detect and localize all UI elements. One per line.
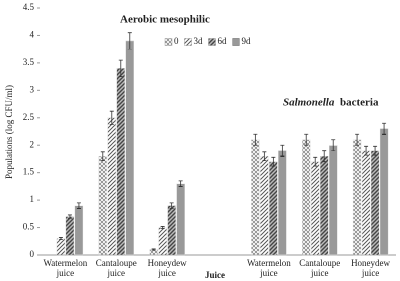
error-bar (118, 59, 123, 78)
bar (74, 205, 84, 256)
y-tick-label: 3 (30, 84, 35, 94)
bar (361, 150, 371, 256)
x-tick-label-box: Cantaloupe juice (95, 258, 137, 278)
bar (107, 117, 116, 256)
bar (329, 145, 338, 256)
x-tick-label-box: Cantaloupe juice (299, 258, 341, 278)
x-tick-label-box: Watermelon juice (246, 258, 291, 278)
bar (125, 40, 134, 256)
error-bar (178, 180, 183, 187)
y-tick-label: 3.5 (23, 57, 35, 67)
error-bar (100, 151, 105, 161)
x-tick-label: Watermelon juice (246, 258, 291, 278)
error-bar (67, 214, 72, 219)
error-bar (304, 133, 309, 146)
x-tick-label-box: Honeydew juice (147, 258, 187, 278)
bar (65, 216, 75, 256)
error-bar (169, 202, 174, 209)
x-tick-label-box: Honeydew juice (351, 258, 391, 278)
error-bar (382, 122, 387, 135)
annotation: Salmonella (283, 97, 335, 109)
bar (302, 139, 311, 256)
error-bar (355, 133, 360, 146)
error-bar (109, 110, 114, 125)
error-bar (58, 237, 63, 241)
error-bar (271, 156, 276, 167)
legend-swatch (232, 38, 240, 46)
bar (269, 161, 278, 256)
legend-label: 9d (242, 36, 252, 46)
y-tick-label: 0 (30, 249, 35, 259)
bar (352, 139, 362, 256)
x-tick-label: Honeydew juice (351, 258, 391, 278)
error-bar (313, 156, 318, 167)
y-axis-label: Populations (log CFU/ml) (4, 85, 14, 179)
x-axis-label: Juice (205, 270, 225, 280)
bar (176, 183, 185, 256)
error-bar (127, 32, 132, 50)
error-bar (331, 139, 336, 152)
annotation: bacteria (340, 97, 379, 109)
bar (167, 205, 176, 256)
y-tick-label: 2 (30, 139, 35, 149)
x-tick-label-box: Watermelon juice (43, 258, 88, 278)
bar (56, 238, 66, 256)
y-tick-label: 4.5 (23, 2, 35, 12)
legend-label: 3d (194, 36, 204, 46)
legend-swatch (184, 38, 192, 46)
legend-swatch (164, 38, 173, 46)
x-tick-label: Watermelon juice (43, 258, 88, 278)
error-bar (364, 145, 369, 156)
bar (98, 156, 107, 256)
x-tick-label: Cantaloupe juice (299, 258, 341, 278)
y-tick-label: 1.5 (23, 167, 35, 177)
y-tick-label: 1 (30, 194, 35, 204)
bar (251, 139, 260, 256)
bar (116, 68, 125, 256)
error-bar (253, 133, 258, 146)
legend-swatch (208, 38, 216, 46)
error-bar (373, 145, 378, 156)
y-tick-label: 4 (30, 30, 35, 40)
bar (158, 227, 167, 256)
y-tick-label: 2.5 (23, 112, 35, 122)
error-bar (322, 150, 327, 163)
legend-label: 6d (218, 36, 228, 46)
annotation: Aerobic mesophilic (120, 14, 210, 26)
bar (311, 161, 320, 256)
error-bar (280, 144, 285, 157)
error-bar (160, 226, 165, 230)
x-tick-label: Cantaloupe juice (95, 258, 137, 278)
bar (260, 156, 269, 256)
legend-label: 0 (174, 36, 179, 46)
bar (320, 156, 329, 256)
error-bar (151, 248, 156, 251)
y-tick-label: 0.5 (23, 222, 35, 232)
bar (370, 150, 380, 256)
x-tick-label: Honeydew juice (147, 258, 187, 278)
bar (278, 150, 287, 256)
bar (379, 128, 389, 256)
error-bar (262, 151, 267, 161)
error-bar (76, 202, 81, 209)
